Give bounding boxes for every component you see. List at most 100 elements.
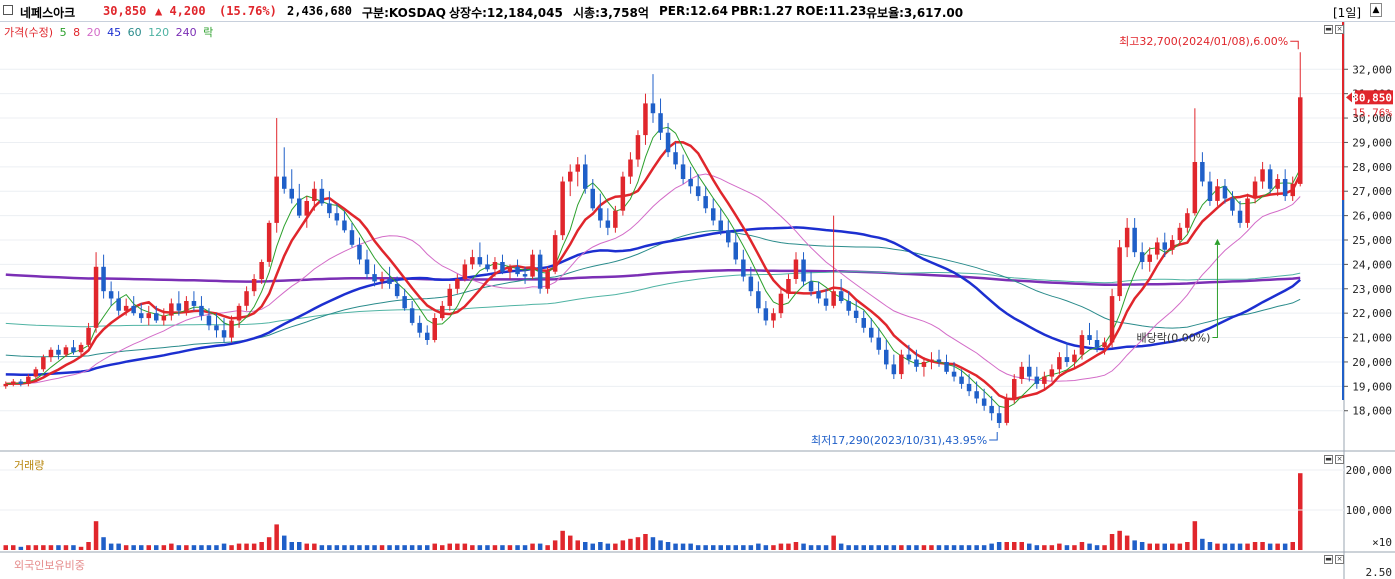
candle-body bbox=[899, 354, 904, 375]
volume-bar bbox=[206, 545, 212, 550]
volume-bar bbox=[1222, 543, 1228, 550]
ma5-line bbox=[5, 126, 1301, 409]
volume-bar bbox=[831, 535, 836, 550]
volume-bar bbox=[590, 543, 595, 550]
price-axis: 32,00031,00030,00029,00028,00027,00026,0… bbox=[1344, 63, 1392, 418]
candle-body bbox=[944, 362, 949, 372]
candle-body bbox=[741, 259, 746, 277]
volume-bar bbox=[236, 543, 242, 550]
volume-bar bbox=[1109, 534, 1115, 550]
candle-body bbox=[1275, 179, 1280, 189]
candle-body bbox=[869, 327, 874, 338]
volume-bar bbox=[71, 545, 76, 550]
candle-body bbox=[989, 405, 994, 414]
volume-bar bbox=[199, 545, 204, 550]
volume-bar bbox=[545, 545, 550, 550]
volume-bar bbox=[93, 521, 99, 550]
ma8-line bbox=[5, 140, 1302, 401]
candle-body bbox=[726, 230, 731, 243]
price-tick-label: 21,000 bbox=[1352, 332, 1392, 345]
volume-bar bbox=[1147, 543, 1152, 550]
volume-bar bbox=[996, 542, 1002, 550]
volume-bar bbox=[500, 545, 505, 550]
candle-body bbox=[304, 201, 309, 216]
candle-body bbox=[470, 257, 475, 265]
volume-bar bbox=[244, 543, 249, 550]
volume-bar bbox=[1200, 538, 1205, 550]
volume-bar bbox=[650, 537, 656, 550]
volume-bar bbox=[1027, 543, 1032, 550]
candle-body bbox=[71, 347, 76, 353]
legend-price: 가격(수정) bbox=[4, 26, 54, 39]
price-panel-minimize-icon[interactable]: ▬ bbox=[1324, 25, 1333, 34]
volume-panel-close-icon[interactable]: × bbox=[1335, 455, 1344, 464]
stock-name[interactable]: 네페스아크 bbox=[20, 6, 76, 20]
candle-body bbox=[711, 208, 716, 221]
candle-body bbox=[1019, 366, 1024, 379]
foreign-panel-minimize-icon[interactable]: ▬ bbox=[1324, 555, 1333, 564]
legend-ma60: 60 bbox=[127, 26, 142, 39]
volume-bar bbox=[1079, 542, 1085, 550]
volume-bar bbox=[176, 545, 182, 550]
volume-bar bbox=[161, 545, 167, 550]
candle-body bbox=[1267, 169, 1273, 189]
candle-body bbox=[334, 213, 340, 221]
volume-bar bbox=[718, 545, 723, 550]
candle-body bbox=[1185, 213, 1190, 228]
volume-panel-minimize-icon[interactable]: ▬ bbox=[1324, 455, 1333, 464]
candle-body bbox=[1177, 227, 1183, 240]
volume-bar bbox=[394, 545, 400, 550]
current-change-percent-label: 15.76% bbox=[1352, 106, 1392, 119]
menu-checkbox[interactable] bbox=[3, 5, 13, 15]
current-price: 30,850 bbox=[103, 4, 147, 18]
volume-bar bbox=[876, 545, 881, 550]
volume-bar bbox=[1064, 545, 1070, 550]
volume-bar bbox=[1267, 543, 1273, 550]
volume-bar bbox=[816, 545, 821, 550]
price-tick-label: 28,000 bbox=[1352, 161, 1392, 174]
volume-bar bbox=[1260, 542, 1265, 550]
volume-bar bbox=[259, 542, 264, 550]
volume-bar bbox=[334, 545, 340, 550]
volume-bar bbox=[1245, 543, 1250, 550]
candle-body bbox=[48, 349, 54, 358]
candle-body bbox=[3, 383, 8, 387]
candle-body bbox=[1042, 376, 1047, 384]
foreign-panel-label: 외국인보유비중 bbox=[14, 559, 85, 572]
candle-body bbox=[951, 371, 957, 377]
volume-bar bbox=[944, 545, 949, 550]
candle-body bbox=[853, 310, 859, 318]
scroll-up-icon[interactable]: ▲ bbox=[1370, 3, 1382, 17]
volume-bar bbox=[583, 542, 588, 550]
candle-body bbox=[1117, 247, 1122, 297]
volume-bar bbox=[184, 545, 189, 550]
price-panel-close-icon[interactable]: × bbox=[1335, 25, 1344, 34]
candle-body bbox=[537, 254, 543, 289]
volume-axis: 200,000 100,000 bbox=[1346, 464, 1392, 517]
volume-bar bbox=[123, 545, 129, 550]
candle-body bbox=[628, 159, 633, 177]
volume-bar bbox=[974, 545, 979, 550]
volume-bar bbox=[1215, 543, 1220, 550]
candle-body bbox=[1079, 335, 1085, 355]
candle-body bbox=[1064, 357, 1070, 362]
volume-bar bbox=[1185, 542, 1190, 550]
volume-bar bbox=[312, 543, 317, 550]
volume-bar bbox=[620, 540, 626, 550]
price-tick-label: 20,000 bbox=[1352, 356, 1392, 369]
volume-bar bbox=[756, 543, 761, 550]
candle-body bbox=[568, 171, 573, 182]
candle-body bbox=[507, 266, 513, 272]
volume-bar bbox=[605, 543, 611, 550]
candle-body bbox=[906, 354, 912, 360]
candle-body bbox=[1072, 354, 1077, 362]
volume-bar bbox=[1019, 542, 1024, 550]
candle-body bbox=[1200, 162, 1205, 182]
volume-bar bbox=[1139, 542, 1145, 550]
candle-body bbox=[1252, 181, 1258, 199]
period-selector[interactable]: [1일] bbox=[1333, 6, 1362, 20]
volume-bar bbox=[703, 545, 708, 550]
foreign-panel-close-icon[interactable]: × bbox=[1335, 555, 1344, 564]
volume-bar bbox=[552, 540, 558, 550]
